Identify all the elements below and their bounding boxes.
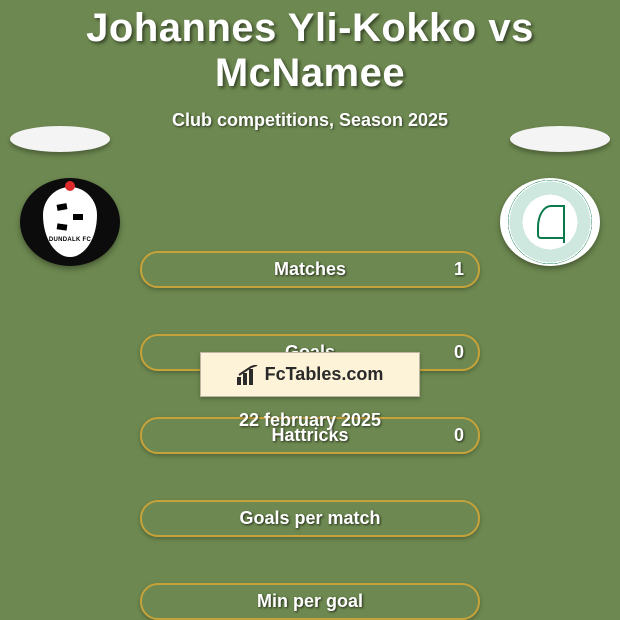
player2-flag	[510, 126, 610, 152]
brand-text: FcTables.com	[265, 364, 384, 385]
subtitle: Club competitions, Season 2025	[0, 110, 620, 131]
stat-label: Matches	[142, 259, 478, 280]
player1-flag	[10, 126, 110, 152]
dundalk-crest: DUNDALK FC	[20, 178, 120, 266]
page-title: Johannes Yli-Kokko vs McNamee	[0, 0, 620, 96]
stat-label: Goals per match	[142, 508, 478, 529]
stat-row: Matches1	[140, 251, 480, 288]
finn-harps-crest	[500, 178, 600, 266]
date-label: 22 february 2025	[0, 410, 620, 431]
stat-value-right: 1	[454, 259, 464, 280]
stat-label: Min per goal	[142, 591, 478, 612]
chart-icon	[237, 365, 259, 385]
stat-row: Goals per match	[140, 500, 480, 537]
stat-value-right: 0	[454, 342, 464, 363]
stat-row: Min per goal	[140, 583, 480, 620]
crest-left-label: DUNDALK FC	[49, 237, 91, 243]
brand-badge: FcTables.com	[200, 352, 420, 397]
